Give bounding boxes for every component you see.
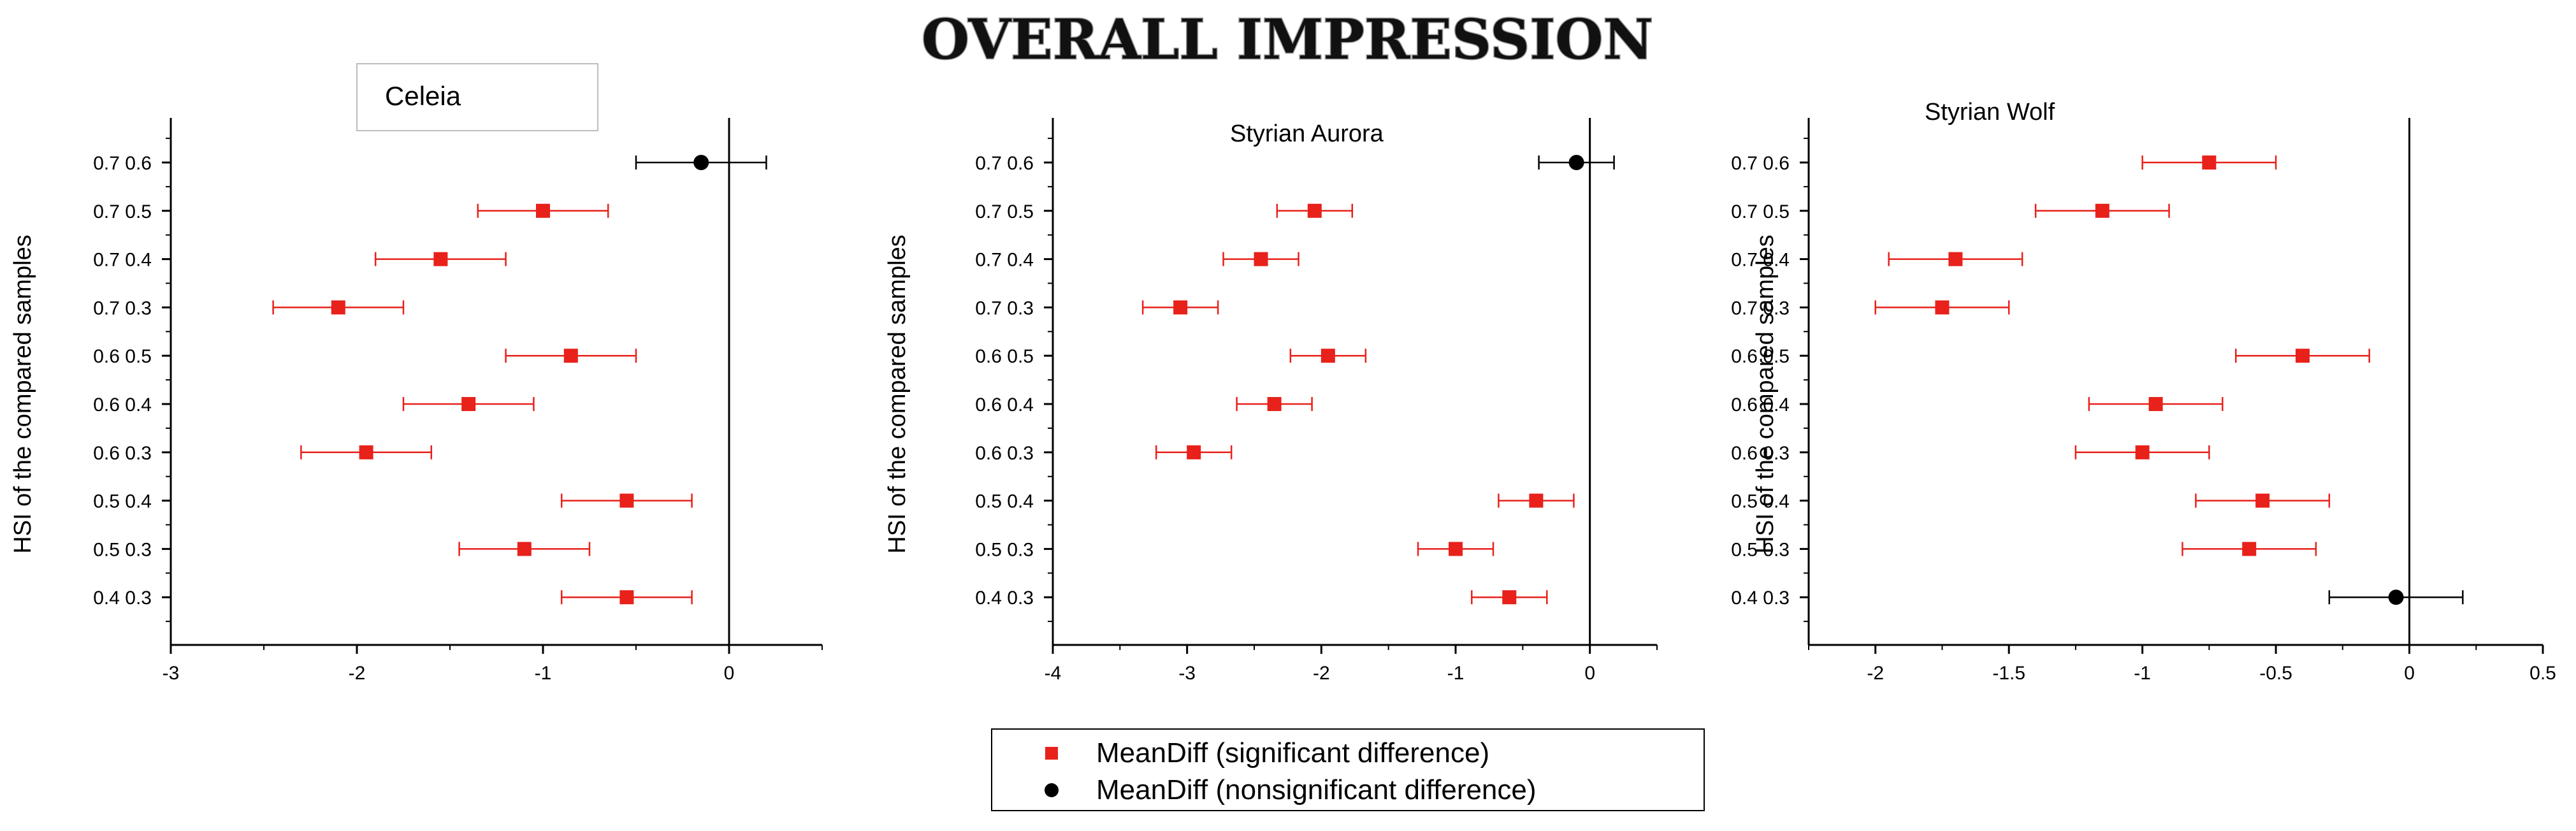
- mean-diff-point-significant: [1267, 397, 1282, 411]
- y-tick-label: 0.5 0.4: [1731, 491, 1790, 512]
- mean-diff-point-nonsignificant: [2388, 589, 2404, 605]
- mean-diff-point-significant: [1307, 203, 1322, 218]
- mean-diff-point-significant: [1449, 542, 1463, 556]
- mean-diff-point-significant: [2135, 445, 2150, 459]
- x-tick-label: -1: [2134, 663, 2151, 684]
- y-tick-label: 0.4 0.3: [975, 588, 1034, 609]
- y-tick-label: 0.7 0.6: [1731, 153, 1790, 174]
- mean-diff-point-nonsignificant: [693, 155, 709, 170]
- legend-marker-circle: [1045, 783, 1059, 797]
- x-tick-label: -2: [349, 663, 366, 684]
- y-tick-label: 0.4 0.3: [1731, 588, 1790, 609]
- mean-diff-point-significant: [359, 445, 373, 459]
- y-tick-label: 0.7 0.3: [93, 298, 152, 319]
- y-tick-label: 0.7 0.3: [975, 298, 1034, 319]
- x-tick-label: -2: [1313, 663, 1330, 684]
- mean-diff-point-significant: [517, 542, 532, 556]
- y-tick-label: 0.7 0.5: [975, 201, 1034, 222]
- x-tick-label: -4: [1045, 663, 1062, 684]
- y-tick-label: 0.6 0.4: [93, 394, 152, 416]
- x-tick-label: 0.5: [2529, 663, 2556, 684]
- y-axis-title: HSI of the compared samples: [10, 235, 36, 554]
- legend-label: MeanDiff (significant difference): [1096, 737, 1489, 769]
- x-tick-label: 0: [2404, 663, 2415, 684]
- chart-panels: Celeia HSI of the compared samples -3 -2 -1 0…: [10, 63, 2556, 684]
- x-tick-label: 0: [1584, 663, 1595, 684]
- legend-marker-square: [1045, 747, 1058, 760]
- y-tick-label: 0.7 0.5: [93, 201, 152, 222]
- y-tick-label: 0.6 0.4: [975, 394, 1034, 416]
- chart-panel-2: Styrian Aurora HSI of the compared sample…: [884, 118, 1658, 684]
- x-tick-label: -1.5: [1992, 663, 2025, 684]
- mean-diff-point-nonsignificant: [1568, 155, 1584, 170]
- chart-panel-3: Styrian Wolf HSI of the compared samples -…: [1731, 99, 2556, 684]
- y-tick-label: 0.7 0.4: [975, 250, 1034, 271]
- mean-diff-point-significant: [433, 252, 448, 266]
- mean-diff-point-significant: [2255, 493, 2270, 508]
- mean-diff-point-significant: [1529, 493, 1544, 508]
- y-tick-label: 0.4 0.3: [93, 588, 152, 609]
- y-tick-label: 0.7 0.4: [1731, 250, 1790, 271]
- y-tick-label: 0.6 0.5: [93, 346, 152, 367]
- y-axis-title: HSI of the compared samples: [1752, 235, 1779, 554]
- mean-diff-point-significant: [461, 397, 476, 411]
- mean-diff-point-significant: [2202, 155, 2217, 170]
- panel-title: Styrian Wolf: [1925, 99, 2055, 126]
- panel-title: Celeia: [385, 81, 461, 111]
- mean-diff-point-significant: [2095, 203, 2109, 218]
- x-tick-label: -3: [163, 663, 180, 684]
- y-tick-label: 0.5 0.3: [93, 539, 152, 560]
- x-tick-label: -1: [535, 663, 552, 684]
- y-tick-label: 0.6 0.4: [1731, 394, 1790, 416]
- x-tick-label: -3: [1178, 663, 1196, 684]
- mean-diff-point-significant: [1935, 300, 1950, 315]
- y-tick-label: 0.5 0.4: [93, 491, 152, 512]
- y-tick-label: 0.6 0.5: [975, 346, 1034, 367]
- y-tick-label: 0.6 0.3: [1731, 443, 1790, 464]
- mean-diff-point-significant: [619, 590, 634, 605]
- y-tick-label: 0.7 0.5: [1731, 201, 1790, 222]
- y-tick-label: 0.7 0.6: [93, 153, 152, 174]
- panel-title: Styrian Aurora: [1230, 120, 1384, 147]
- mean-diff-point-significant: [563, 349, 578, 363]
- chart-panel-1: Celeia HSI of the compared samples -3 -2 -1 0…: [10, 63, 823, 684]
- legend-label: MeanDiff (nonsignificant difference): [1096, 774, 1537, 806]
- figure-title: OVERALL IMPRESSION: [922, 8, 1653, 72]
- mean-diff-point-significant: [1254, 252, 1268, 266]
- mean-diff-point-significant: [1502, 590, 1517, 605]
- y-tick-label: 0.6 0.3: [93, 443, 152, 464]
- legend: MeanDiff (significant difference) MeanDif…: [991, 728, 1705, 811]
- mean-diff-point-significant: [2242, 542, 2257, 556]
- panel-title-box: [356, 63, 598, 131]
- mean-diff-point-significant: [2295, 349, 2310, 363]
- y-tick-label: 0.7 0.6: [975, 153, 1034, 174]
- mean-diff-point-significant: [1187, 445, 1201, 459]
- mean-diff-point-significant: [1948, 252, 1963, 266]
- y-tick-label: 0.5 0.3: [1731, 539, 1790, 560]
- mean-diff-point-significant: [536, 203, 550, 218]
- mean-diff-point-significant: [619, 493, 634, 508]
- mean-diff-point-significant: [1321, 349, 1335, 363]
- y-tick-label: 0.7 0.3: [1731, 298, 1790, 319]
- y-tick-label: 0.5 0.3: [975, 539, 1034, 560]
- x-tick-label: 0: [724, 663, 735, 684]
- mean-diff-point-significant: [1173, 300, 1188, 315]
- x-tick-label: -0.5: [2259, 663, 2292, 684]
- x-tick-label: -1: [1447, 663, 1465, 684]
- y-tick-label: 0.6 0.3: [975, 443, 1034, 464]
- x-tick-label: -2: [1867, 663, 1884, 684]
- mean-diff-point-significant: [2148, 397, 2163, 411]
- legend-box: [991, 728, 1705, 811]
- mean-diff-point-significant: [331, 300, 345, 315]
- y-tick-label: 0.6 0.5: [1731, 346, 1790, 367]
- y-tick-label: 0.5 0.4: [975, 491, 1034, 512]
- y-tick-label: 0.7 0.4: [93, 250, 152, 271]
- y-axis-title: HSI of the compared samples: [884, 235, 911, 554]
